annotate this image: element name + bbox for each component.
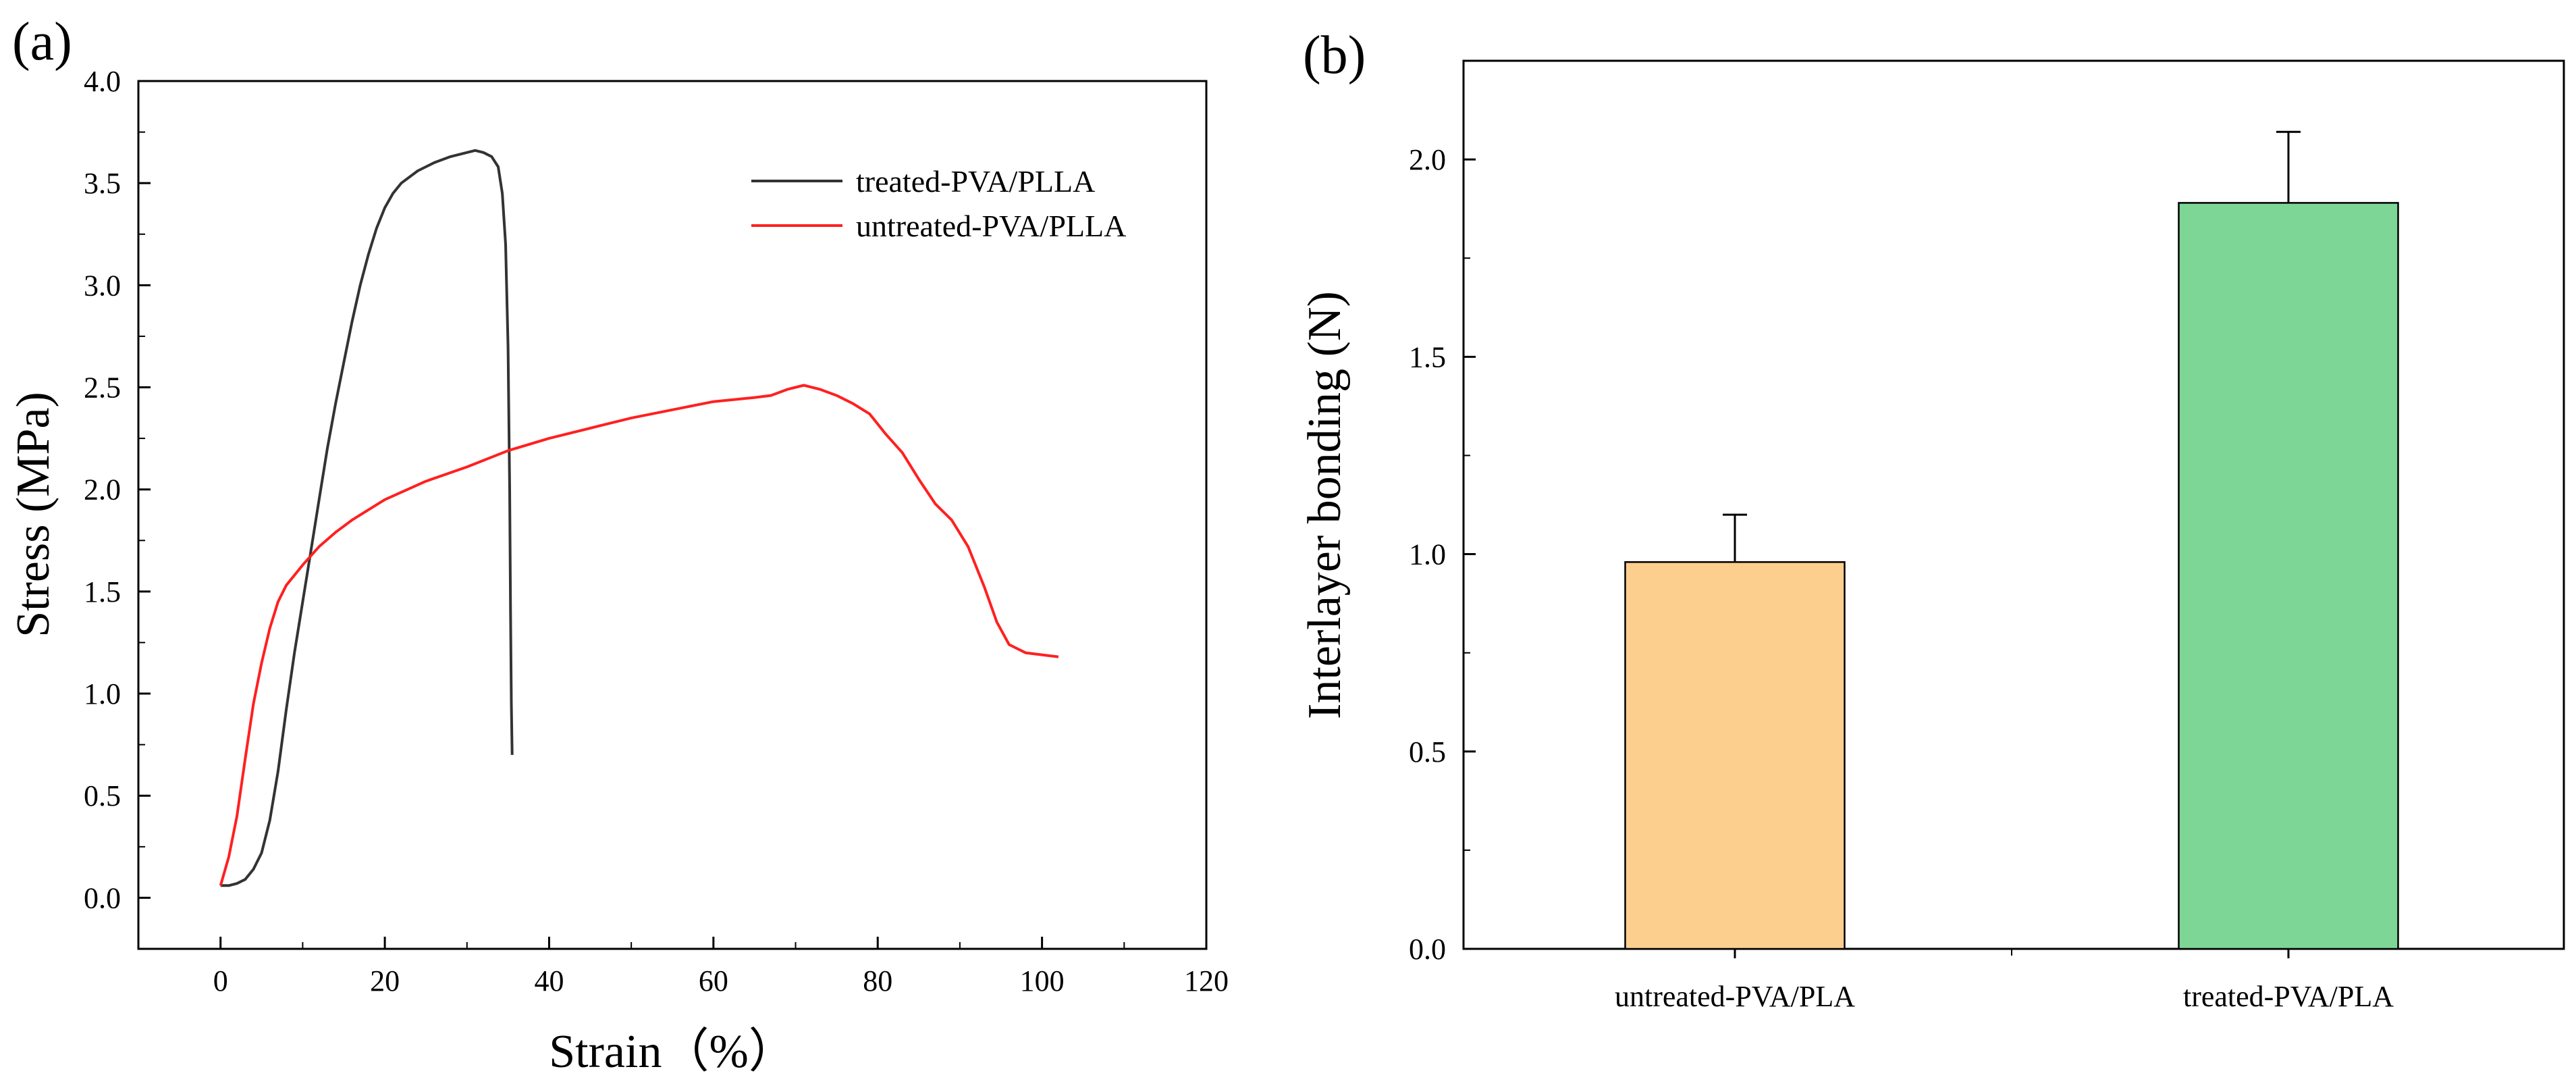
y-tick-label: 0.0	[84, 881, 121, 914]
series-lines	[219, 149, 1059, 887]
x-tick-label: 100	[1020, 964, 1065, 997]
y-tick-label: 3.0	[84, 269, 121, 302]
y-tick-label: 2.5	[84, 371, 121, 405]
bars	[1624, 130, 2399, 950]
series-line-treated	[220, 149, 514, 887]
y-tick-label: 1.0	[84, 677, 121, 710]
x-tick-label: 20	[370, 964, 400, 997]
y-axis-label-a: Stress (MPa)	[7, 392, 59, 638]
y-tick-label: 2.0	[1409, 143, 1446, 176]
x-tick-label: 80	[863, 964, 892, 997]
x-tick-label: 40	[534, 964, 564, 997]
x-tick-label: 120	[1184, 964, 1229, 997]
y-tick-label: 1.5	[84, 575, 121, 608]
legend: treated-PVA/PLLA untreated-PVA/PLLA	[751, 164, 1126, 243]
category-label-untreated: untreated-PVA/PLA	[1615, 980, 1855, 1013]
y-tick-label: 0.0	[1409, 933, 1446, 966]
y-tick-label: 4.0	[84, 65, 121, 98]
y-axis-label-b: Interlayer bonding (N)	[1299, 291, 1351, 719]
series-line-untreated	[219, 384, 1059, 886]
y-tick-label: 0.5	[84, 779, 121, 812]
panel-label-a: (a)	[12, 12, 72, 72]
x-axis-label-a: Strain（%）	[549, 1026, 796, 1078]
y-tick-label: 3.5	[84, 167, 121, 200]
legend-label-treated: treated-PVA/PLLA	[856, 164, 1095, 199]
x-tick-label: 60	[699, 964, 728, 997]
panel-label-b: (b)	[1303, 26, 1366, 85]
interlayer-bonding-chart: 0.0 0.5 1.0 1.5 2.0 untreated-PVA/PLA treate…	[1299, 59, 2565, 1013]
y-tick-label: 0.5	[1409, 735, 1446, 769]
legend-label-untreated: untreated-PVA/PLLA	[856, 209, 1126, 243]
x-tick-label: 0	[213, 964, 228, 997]
plot-frame-b	[1462, 59, 2565, 950]
bar-treated	[2178, 202, 2399, 950]
axis-ticks-b: 0.0 0.5 1.0 1.5 2.0	[1409, 143, 2290, 966]
axis-ticks-a: 0 20 40 60 80 100 120 0.0 0.5 1.0 1.5 2.0 2.5 3.0 3.5 4…	[84, 65, 1229, 997]
stress-strain-chart: 0 20 40 60 80 100 120 0.0 0.5 1.0 1.5 2.0 2.5 3.0 3.5 4…	[7, 65, 1229, 1078]
plot-frame-a	[137, 80, 1208, 950]
y-tick-label: 1.5	[1409, 340, 1446, 373]
bar-untreated	[1624, 561, 1846, 950]
y-tick-label: 2.0	[84, 473, 121, 507]
category-label-treated: treated-PVA/PLA	[2183, 980, 2394, 1013]
y-tick-label: 1.0	[1409, 538, 1446, 571]
